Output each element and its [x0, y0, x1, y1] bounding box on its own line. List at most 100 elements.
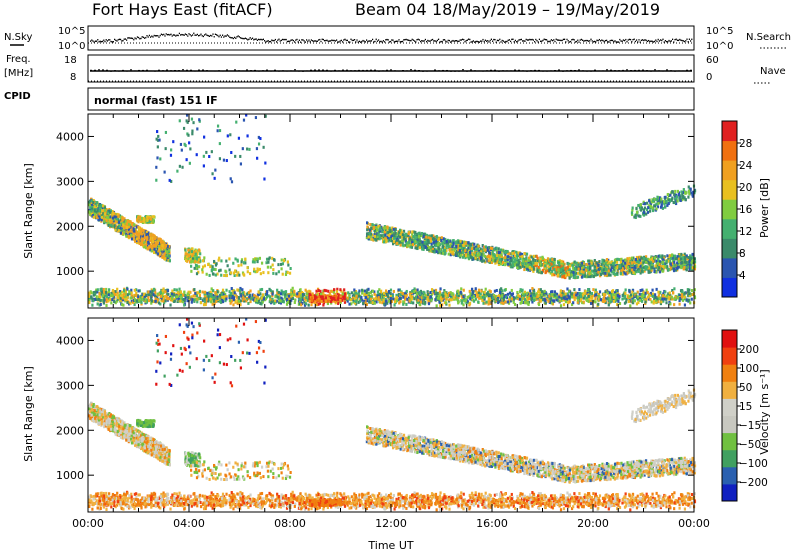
- power-cell: [489, 256, 492, 260]
- power-cell: [102, 218, 106, 222]
- power-cell: [493, 254, 496, 258]
- power-cell: [159, 240, 163, 244]
- power-cell: [204, 303, 207, 307]
- power-cell: [180, 148, 183, 152]
- power-cell: [400, 229, 403, 233]
- power-cell: [455, 243, 458, 247]
- noise-point: [213, 36, 215, 38]
- power-cell: [475, 251, 478, 255]
- noise-point: [202, 35, 204, 38]
- power-cell: [432, 240, 436, 244]
- noise-point: [280, 39, 282, 42]
- freq-point: [142, 69, 144, 71]
- freq-point: [518, 69, 520, 71]
- power-cell: [463, 246, 466, 250]
- power-cell: [202, 164, 205, 168]
- power-cell: [529, 262, 532, 266]
- freq-point: [522, 70, 524, 72]
- power-cell: [107, 223, 110, 227]
- power-cell: [609, 273, 612, 277]
- power-cell: [572, 275, 575, 279]
- power-cell: [659, 196, 662, 200]
- power-cell: [405, 241, 408, 245]
- power-cell: [240, 263, 243, 267]
- noise-point: [372, 38, 374, 41]
- power-cell: [653, 256, 656, 260]
- noise-point: [384, 41, 386, 43]
- power-cell: [141, 238, 144, 242]
- power-cell: [645, 255, 648, 259]
- power-cell: [133, 229, 136, 233]
- power-cell: [411, 232, 414, 236]
- power-cell: [594, 300, 597, 304]
- power-cell: [673, 254, 677, 258]
- power-cell: [658, 266, 661, 270]
- power-cell: [144, 219, 148, 223]
- noise-point: [150, 36, 152, 38]
- power-cell: [593, 267, 596, 271]
- power-cell: [136, 239, 139, 243]
- power-cell: [189, 252, 193, 256]
- freq-point: [262, 70, 264, 72]
- power-cell: [690, 261, 693, 265]
- power-cell: [666, 265, 669, 269]
- power-cell: [228, 257, 231, 261]
- power-cell: [414, 232, 417, 236]
- power-cell: [387, 238, 391, 242]
- power-cell: [662, 292, 665, 296]
- noise-point: [360, 41, 362, 43]
- power-cell: [367, 237, 370, 241]
- power-cell: [631, 208, 634, 212]
- power-cell: [664, 195, 667, 199]
- noise-point: [690, 40, 692, 42]
- power-cell: [144, 215, 147, 219]
- power-cell: [306, 290, 309, 294]
- noise-point: [333, 39, 335, 42]
- power-cell: [619, 271, 622, 275]
- noise-point: [535, 38, 537, 41]
- noise-point: [358, 40, 360, 43]
- power-cell: [202, 303, 206, 307]
- noise-point: [217, 34, 219, 37]
- power-cell: [232, 271, 236, 275]
- power-cell: [107, 216, 110, 220]
- power-cell: [118, 222, 121, 226]
- power-cell: [269, 265, 272, 269]
- power-cell: [547, 260, 550, 264]
- power-cell: [92, 198, 95, 202]
- power-cell: [110, 301, 113, 305]
- noise-point: [397, 40, 399, 43]
- power-cell: [549, 262, 552, 266]
- power-cell: [211, 265, 214, 269]
- noise-point: [139, 38, 141, 40]
- freq-unit-label: [MHz]: [4, 68, 33, 79]
- power-cell: [494, 261, 497, 265]
- power-cell: [676, 189, 680, 193]
- power-cell: [205, 272, 208, 276]
- power-cell: [375, 238, 378, 242]
- power-cell: [242, 272, 245, 276]
- power-cell: [129, 235, 132, 239]
- power-cell: [628, 256, 631, 260]
- power-cell: [664, 265, 667, 269]
- noise-point: [454, 40, 456, 42]
- power-cell: [691, 255, 694, 259]
- power-cell: [416, 246, 419, 250]
- power-cell: [402, 229, 406, 233]
- noise-point: [541, 40, 543, 42]
- power-cell: [198, 119, 201, 123]
- noise-point: [418, 39, 420, 41]
- power-cell: [601, 258, 604, 262]
- power-cell: [390, 239, 394, 243]
- freq-point: [290, 70, 292, 72]
- freq-point: [342, 69, 344, 71]
- power-cell: [198, 293, 202, 297]
- power-cell: [258, 256, 262, 260]
- power-cell: [626, 264, 629, 268]
- power-cell: [112, 213, 115, 217]
- power-cell: [586, 266, 589, 270]
- freq-point: [662, 70, 664, 72]
- power-cell: [214, 268, 217, 272]
- noise-point: [273, 39, 275, 42]
- power-cell: [373, 236, 377, 240]
